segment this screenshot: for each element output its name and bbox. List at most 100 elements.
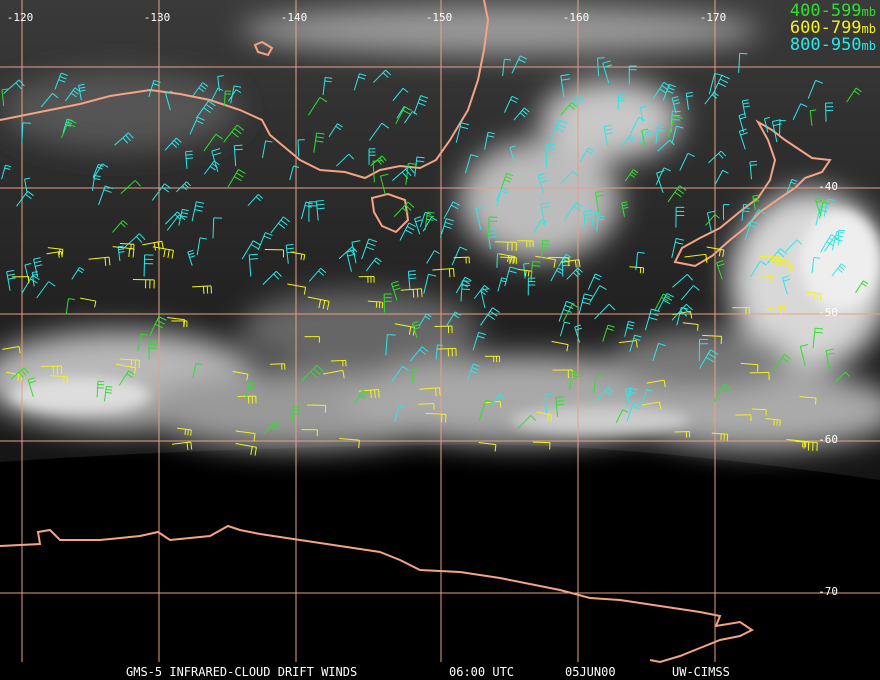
barb-tick — [171, 142, 178, 148]
barb-tick — [482, 287, 488, 293]
wind-barb — [629, 334, 642, 352]
barb-tick — [263, 235, 272, 240]
barb-tick — [650, 312, 659, 317]
barb-tick — [633, 402, 642, 406]
barb-tick — [189, 255, 196, 258]
barb-tick — [676, 125, 684, 129]
wind-barb — [517, 415, 537, 429]
barb-staff — [834, 371, 846, 383]
barb-tick — [717, 263, 725, 267]
wind-barb — [114, 132, 134, 146]
barb-tick — [523, 262, 530, 265]
barb-tick — [365, 246, 375, 251]
wind-barb — [786, 438, 806, 449]
barb-tick — [79, 86, 86, 89]
barb-tick — [532, 265, 541, 267]
barb-tick — [417, 102, 426, 107]
barb-staff — [439, 218, 447, 238]
barb-tick — [316, 199, 325, 202]
barb-tick — [708, 353, 717, 359]
barb-staff — [167, 316, 185, 321]
barb-staff — [196, 237, 201, 256]
barb-staff — [301, 364, 318, 382]
barb-staff — [831, 231, 838, 251]
barb-tick — [826, 348, 835, 351]
wind-barb — [165, 90, 173, 111]
barb-tick — [753, 197, 759, 200]
barb-tick — [583, 209, 593, 212]
barb-tick — [460, 122, 470, 126]
wind-barb — [478, 442, 497, 452]
barb-tick — [768, 276, 771, 284]
barb-tick — [519, 112, 526, 118]
barb-tick — [74, 87, 81, 92]
wind-barb — [674, 431, 691, 438]
barb-staff — [750, 260, 761, 277]
clouds — [0, 5, 880, 450]
barb-staff — [446, 311, 456, 326]
barb-tick — [102, 163, 109, 168]
barb-tick — [21, 369, 27, 376]
barb-tick — [25, 193, 32, 200]
barb-staff — [396, 106, 405, 119]
barb-staff — [497, 277, 503, 292]
barb-staff — [143, 254, 146, 277]
barb-staff — [480, 307, 493, 326]
barb-tick — [488, 232, 497, 235]
wind-barb — [484, 131, 495, 150]
barb-staff — [203, 133, 217, 152]
barb-tick — [32, 271, 38, 273]
wind-barb — [560, 170, 579, 185]
wind-barb — [702, 334, 723, 345]
barb-staff — [495, 187, 504, 201]
barb-tick — [379, 157, 385, 163]
barb-tick — [408, 270, 416, 272]
barb-tick — [480, 288, 489, 291]
barb-tick — [622, 204, 628, 207]
wind-barb — [120, 180, 141, 194]
barb-staff — [523, 263, 526, 279]
wind-barb — [203, 133, 223, 152]
barb-staff — [656, 172, 664, 193]
barb-tick — [72, 89, 79, 95]
wind-barb — [400, 288, 423, 298]
barb-tick — [640, 105, 647, 108]
barb-tick — [608, 303, 616, 311]
barb-staff — [712, 74, 723, 95]
barb-tick — [689, 311, 693, 319]
barb-tick — [59, 75, 67, 80]
wind-barb — [672, 310, 693, 319]
barb-tick — [408, 166, 415, 174]
barb-tick — [292, 412, 300, 415]
wind-barb — [811, 257, 821, 274]
barb-staff — [680, 285, 694, 301]
barb-staff — [123, 233, 140, 249]
barb-staff — [754, 275, 773, 279]
wind-barb — [247, 194, 264, 207]
wind-barb — [819, 201, 830, 219]
wind-barb — [369, 122, 390, 141]
wind-barb — [241, 240, 261, 260]
barb-staff — [815, 206, 822, 226]
barb-tick — [504, 58, 512, 61]
barb-tick — [367, 242, 376, 247]
barb-staff — [657, 293, 668, 311]
barb-tick — [527, 270, 530, 277]
barb-tick — [666, 90, 674, 94]
barb-tick — [385, 69, 392, 76]
wind-barb — [96, 380, 105, 398]
wind-barb — [453, 256, 470, 264]
wind-barb — [704, 91, 719, 105]
barb-tick — [540, 179, 548, 183]
wind-barb — [446, 311, 461, 326]
barb-tick — [816, 293, 819, 301]
wind-barb — [814, 197, 823, 215]
barb-tick — [128, 132, 134, 139]
barb-tick — [348, 153, 355, 160]
barb-tick — [487, 135, 495, 138]
wind-barb — [626, 402, 642, 421]
barb-tick — [108, 257, 111, 266]
barb-tick — [646, 389, 653, 392]
wind-barb — [232, 370, 249, 381]
wind-barb — [812, 327, 824, 349]
